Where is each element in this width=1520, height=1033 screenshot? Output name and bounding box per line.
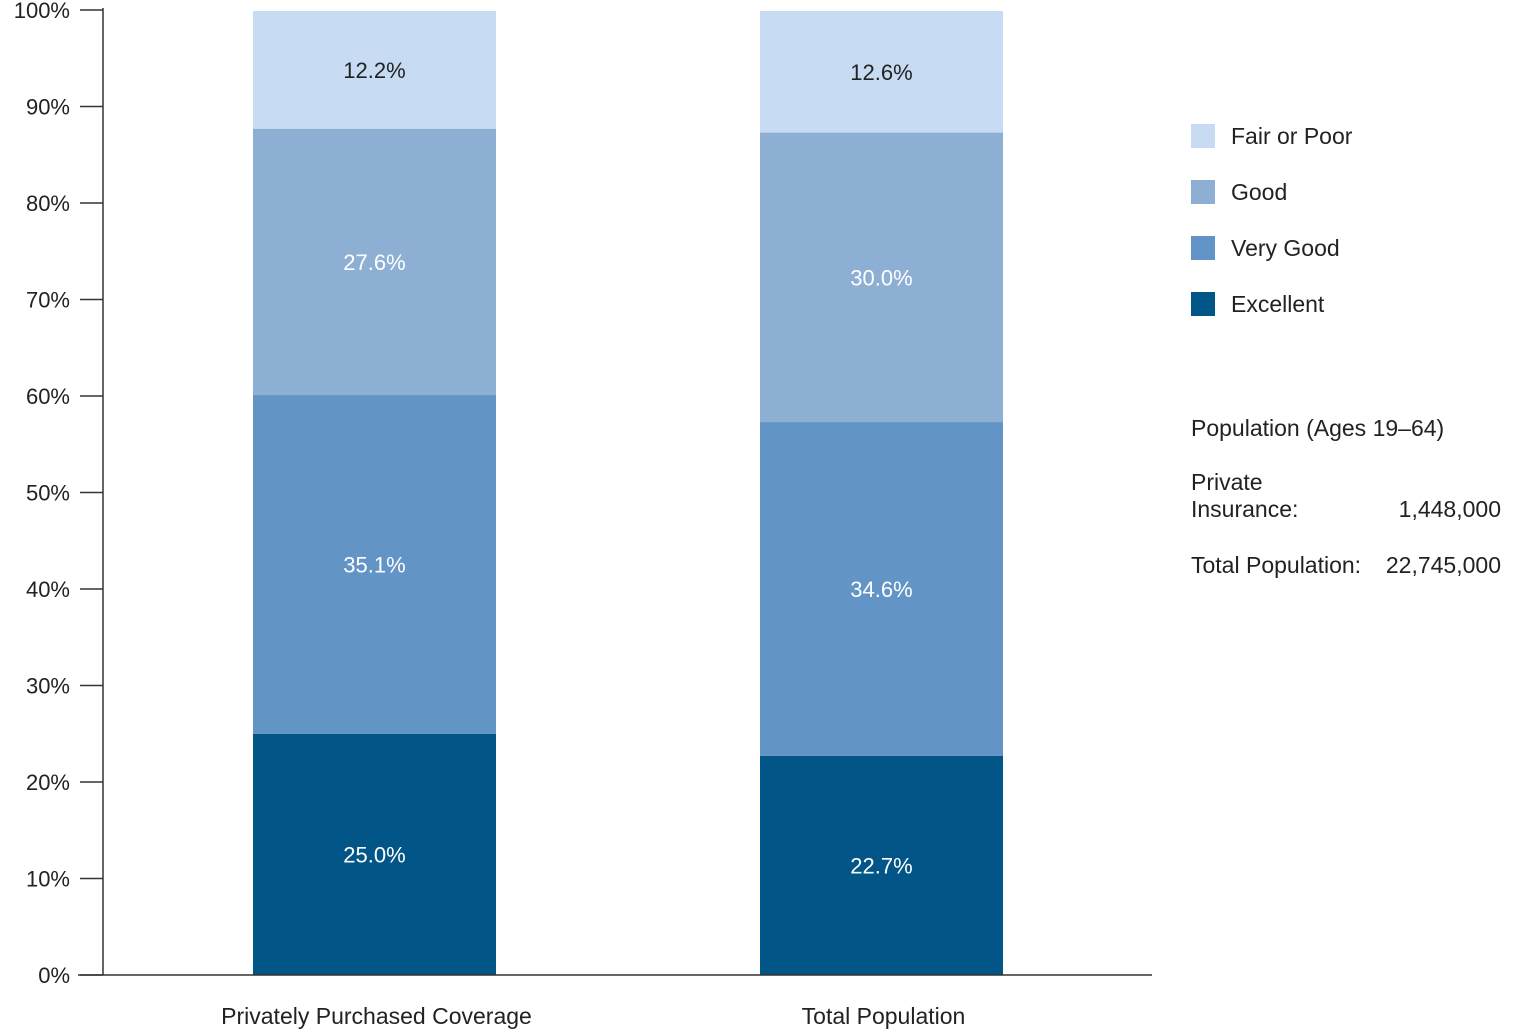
private-insurance-label-line1: Private (1191, 469, 1263, 495)
legend-swatch-fair-or-poor (1191, 124, 1215, 148)
bar-segment-fair-or-poor (253, 10, 496, 129)
data-label-good: 27.6% (343, 250, 405, 275)
legend-item-very-good: Very Good (1191, 220, 1352, 276)
stacked-bar-chart: 25.0% 35.1% 27.6% 12.2% Privately Purchased … (14, 0, 1152, 1029)
bar-segment-good (760, 132, 1003, 423)
y-tick-label: 70% (26, 288, 70, 313)
legend-item-fair-or-poor: Fair or Poor (1191, 108, 1352, 164)
data-label-very-good: 34.6% (850, 577, 912, 602)
category-label: Privately Purchased Coverage (221, 1003, 532, 1029)
legend-swatch-very-good (1191, 236, 1215, 260)
bar-segment-very-good (760, 422, 1003, 756)
y-tick-label: 20% (26, 770, 70, 795)
total-population-row: Total Population: 22,745,000 (1191, 552, 1501, 579)
data-label-excellent: 25.0% (343, 842, 405, 867)
data-label-fair-or-poor: 12.6% (850, 60, 912, 85)
data-label-good: 30.0% (850, 265, 912, 290)
private-insurance-label: Private Insurance: (1191, 469, 1351, 523)
legend-label-very-good: Very Good (1231, 234, 1340, 261)
y-tick-label: 30% (26, 674, 70, 699)
data-label-excellent: 22.7% (850, 853, 912, 878)
legend-label-excellent: Excellent (1231, 290, 1325, 317)
legend-label-fair-or-poor: Fair or Poor (1231, 122, 1353, 149)
total-population-value: 22,745,000 (1385, 552, 1501, 578)
legend-swatch-good (1191, 180, 1215, 204)
bar-segment-excellent (760, 755, 1003, 975)
y-tick-label: 90% (26, 95, 70, 120)
legend-label-good: Good (1231, 178, 1288, 205)
population-title: Population (Ages 19–64) (1191, 415, 1445, 441)
bar-segment-very-good (253, 395, 496, 734)
total-population-label: Total Population: (1191, 552, 1362, 578)
y-tick-label: 60% (26, 384, 70, 409)
y-tick-label: 100% (14, 0, 70, 23)
private-insurance-label-line2: Insurance: (1191, 496, 1299, 522)
legend-item-excellent: Excellent (1191, 276, 1352, 332)
y-tick-label: 40% (26, 577, 70, 602)
category-label: Total Population (802, 1003, 966, 1029)
y-tick-label: 80% (26, 191, 70, 216)
legend-swatch-excellent (1191, 292, 1215, 316)
data-label-very-good: 35.1% (343, 552, 405, 577)
bar-segment-fair-or-poor (760, 10, 1003, 133)
population-info: Population (Ages 19–64) Private Insuranc… (1191, 414, 1501, 579)
data-label-fair-or-poor: 12.2% (343, 58, 405, 83)
y-tick-label: 50% (26, 481, 70, 506)
bar-segment-excellent (253, 733, 496, 975)
legend-item-good: Good (1191, 164, 1352, 220)
private-insurance-value: 1,448,000 (1398, 496, 1501, 522)
y-tick-label: 0% (38, 963, 70, 988)
bar-segment-good (253, 128, 496, 396)
private-insurance-row: Private Insurance: 1,448,000 (1191, 469, 1501, 523)
y-tick-label: 10% (26, 867, 70, 892)
legend: Fair or Poor Good Very Good Excellent (1191, 108, 1352, 332)
